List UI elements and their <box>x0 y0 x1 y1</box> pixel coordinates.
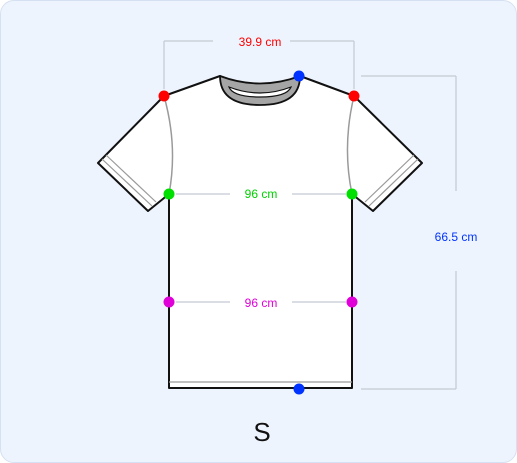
length-dimension-lines <box>361 75 457 390</box>
waist-label: 96 cm <box>245 296 278 310</box>
length-label: 66.5 cm <box>435 230 478 244</box>
collar <box>219 75 301 106</box>
shoulder-point-left <box>158 90 170 102</box>
collar-inner <box>227 85 293 98</box>
chest-point-left <box>163 188 175 200</box>
right-sleeve-cuff <box>364 154 419 207</box>
right-armhole-seam <box>346 95 355 195</box>
chest-label: 96 cm <box>245 187 278 201</box>
chest-point-right <box>346 188 358 200</box>
waist-point-left <box>163 296 175 308</box>
length-point-bottom <box>293 383 305 395</box>
shoulder-point-right <box>348 90 360 102</box>
shoulder-width-label: 39.9 cm <box>239 35 282 49</box>
waist-point-right <box>346 296 358 308</box>
size-label: S <box>253 417 270 447</box>
tshirt-outline <box>97 75 423 389</box>
left-sleeve-cuff <box>101 154 157 207</box>
length-point-top <box>293 70 305 82</box>
left-armhole-seam <box>163 95 174 195</box>
shoulder-dimension-lines <box>163 40 355 89</box>
